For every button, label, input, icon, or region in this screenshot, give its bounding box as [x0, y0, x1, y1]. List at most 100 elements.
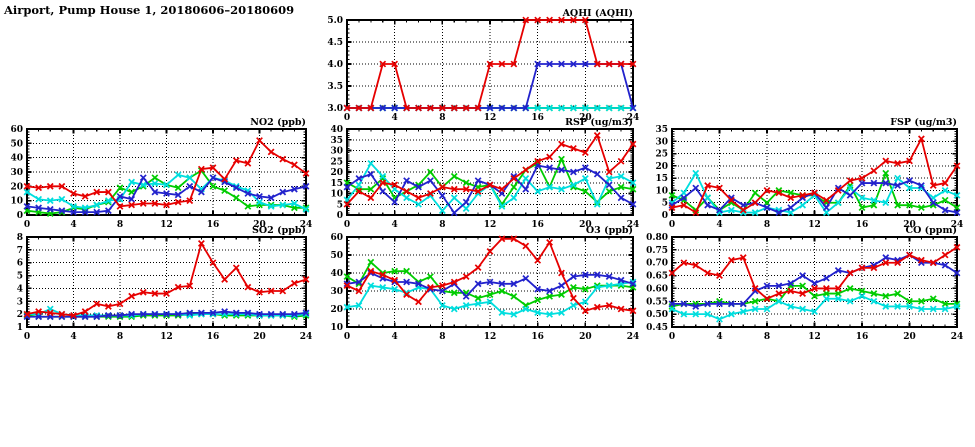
- svg-text:4: 4: [17, 284, 23, 294]
- svg-text:5.0: 5.0: [327, 16, 343, 26]
- svg-text:3.0: 3.0: [327, 104, 343, 114]
- svg-text:16: 16: [531, 220, 544, 230]
- svg-text:0: 0: [24, 332, 30, 342]
- svg-text:10: 10: [330, 190, 343, 200]
- svg-text:20: 20: [330, 305, 343, 315]
- co-plot: 0.45 0.50 0.55 0.60 0.65 0.70 0.75 0.80 0 4 8 12 16 2…: [646, 225, 964, 342]
- chart-so2: 1 2 3 4 5 6 7 8 0 4 8 12 16 20 24 SO2 (ppb): [0, 223, 314, 343]
- svg-text:0: 0: [337, 211, 343, 221]
- svg-text:20: 20: [579, 332, 592, 342]
- svg-text:16: 16: [207, 220, 220, 230]
- svg-text:40: 40: [10, 154, 23, 164]
- svg-text:0.75: 0.75: [646, 246, 668, 256]
- svg-text:60: 60: [330, 233, 343, 243]
- svg-text:6: 6: [17, 259, 23, 269]
- svg-text:8: 8: [764, 220, 770, 230]
- svg-text:25: 25: [330, 157, 343, 167]
- svg-text:8: 8: [439, 332, 445, 342]
- svg-text:16: 16: [531, 332, 544, 342]
- svg-text:16: 16: [856, 332, 869, 342]
- svg-text:0: 0: [344, 332, 350, 342]
- svg-text:30: 30: [655, 137, 668, 147]
- svg-text:5: 5: [662, 199, 668, 209]
- svg-text:15: 15: [330, 179, 343, 189]
- chart-fsp: 0 5 10 15 20 25 30 35 0 4 8 12 16 20 24 FSP (ug/m3): [636, 115, 965, 231]
- svg-text:24: 24: [627, 332, 640, 342]
- svg-text:0.55: 0.55: [646, 297, 668, 307]
- chart-rsp: 0 5 10 15 20 25 30 35 40 0 4 8 12 16 20 24 RSP (ug/m3): [311, 115, 641, 231]
- svg-text:20: 20: [579, 113, 592, 123]
- svg-text:20: 20: [903, 332, 916, 342]
- svg-text:0: 0: [344, 220, 350, 230]
- chart-aqhi: 3.0 3.5 4.0 4.5 5.0 0 4 8 12 16 20 24 AQHI (AQHI): [311, 6, 641, 124]
- page-title: Airport, Pump House 1, 20180606–20180609: [4, 3, 295, 17]
- svg-text:12: 12: [484, 220, 497, 230]
- svg-text:16: 16: [531, 113, 544, 123]
- no2-plot: 0 10 20 30 40 50 60 0 4 8 12 16 20 24 NO2 (ppb): [10, 117, 312, 230]
- svg-text:0: 0: [669, 332, 675, 342]
- svg-text:30: 30: [10, 168, 23, 178]
- svg-text:20: 20: [253, 220, 266, 230]
- svg-text:24: 24: [627, 220, 640, 230]
- svg-text:12: 12: [160, 332, 173, 342]
- svg-text:5: 5: [17, 272, 23, 282]
- fsp-chart-title: FSP (ug/m3): [890, 117, 957, 128]
- svg-text:0.70: 0.70: [646, 259, 668, 269]
- svg-text:0: 0: [669, 220, 675, 230]
- svg-text:10: 10: [655, 186, 668, 196]
- svg-text:24: 24: [951, 332, 964, 342]
- svg-text:50: 50: [10, 139, 23, 149]
- svg-text:50: 50: [330, 251, 343, 261]
- svg-text:2: 2: [17, 310, 23, 320]
- o3-plot: 10 20 30 40 50 60 0 4 8 12 16 20 24 O3 (ppb): [330, 225, 640, 342]
- svg-text:20: 20: [330, 168, 343, 178]
- svg-text:15: 15: [655, 174, 668, 184]
- svg-text:20: 20: [655, 162, 668, 172]
- svg-text:30: 30: [330, 287, 343, 297]
- svg-text:12: 12: [484, 332, 497, 342]
- svg-text:4: 4: [70, 220, 76, 230]
- svg-text:4: 4: [392, 332, 398, 342]
- svg-text:24: 24: [300, 332, 313, 342]
- svg-text:4: 4: [716, 220, 722, 230]
- svg-text:40: 40: [330, 125, 343, 135]
- svg-text:10: 10: [10, 197, 23, 207]
- rsp-chart-title: RSP (ug/m3): [565, 117, 633, 128]
- svg-text:0.60: 0.60: [646, 284, 668, 294]
- svg-text:4: 4: [70, 332, 76, 342]
- svg-text:60: 60: [10, 125, 23, 135]
- o3-chart-title: O3 (ppb): [586, 225, 633, 236]
- svg-text:4: 4: [392, 220, 398, 230]
- svg-text:40: 40: [330, 269, 343, 279]
- svg-text:8: 8: [439, 113, 445, 123]
- svg-text:4: 4: [392, 113, 398, 123]
- svg-text:8: 8: [439, 220, 445, 230]
- svg-text:0.45: 0.45: [646, 323, 668, 333]
- svg-text:20: 20: [253, 332, 266, 342]
- svg-text:30: 30: [330, 147, 343, 157]
- so2-chart-title: SO2 (ppb): [252, 225, 306, 236]
- no2-chart-title: NO2 (ppb): [250, 117, 306, 128]
- svg-text:24: 24: [627, 113, 640, 123]
- co-chart-title: CO (ppm): [906, 225, 957, 236]
- svg-text:8: 8: [117, 332, 123, 342]
- svg-text:3.5: 3.5: [327, 82, 343, 92]
- svg-text:12: 12: [808, 332, 821, 342]
- svg-text:35: 35: [655, 125, 668, 135]
- svg-text:8: 8: [17, 233, 23, 243]
- svg-text:0.80: 0.80: [646, 233, 668, 243]
- svg-text:35: 35: [330, 136, 343, 146]
- svg-text:4: 4: [716, 332, 722, 342]
- svg-text:8: 8: [764, 332, 770, 342]
- svg-text:7: 7: [17, 246, 23, 256]
- svg-text:16: 16: [856, 220, 869, 230]
- fsp-plot: 0 5 10 15 20 25 30 35 0 4 8 12 16 20 24 FSP (ug/m3): [655, 117, 963, 230]
- svg-text:10: 10: [330, 323, 343, 333]
- svg-text:0: 0: [24, 220, 30, 230]
- svg-text:25: 25: [655, 150, 668, 160]
- aqhi-chart-title: AQHI (AQHI): [562, 8, 633, 19]
- svg-text:4.0: 4.0: [327, 60, 343, 70]
- svg-text:16: 16: [207, 332, 220, 342]
